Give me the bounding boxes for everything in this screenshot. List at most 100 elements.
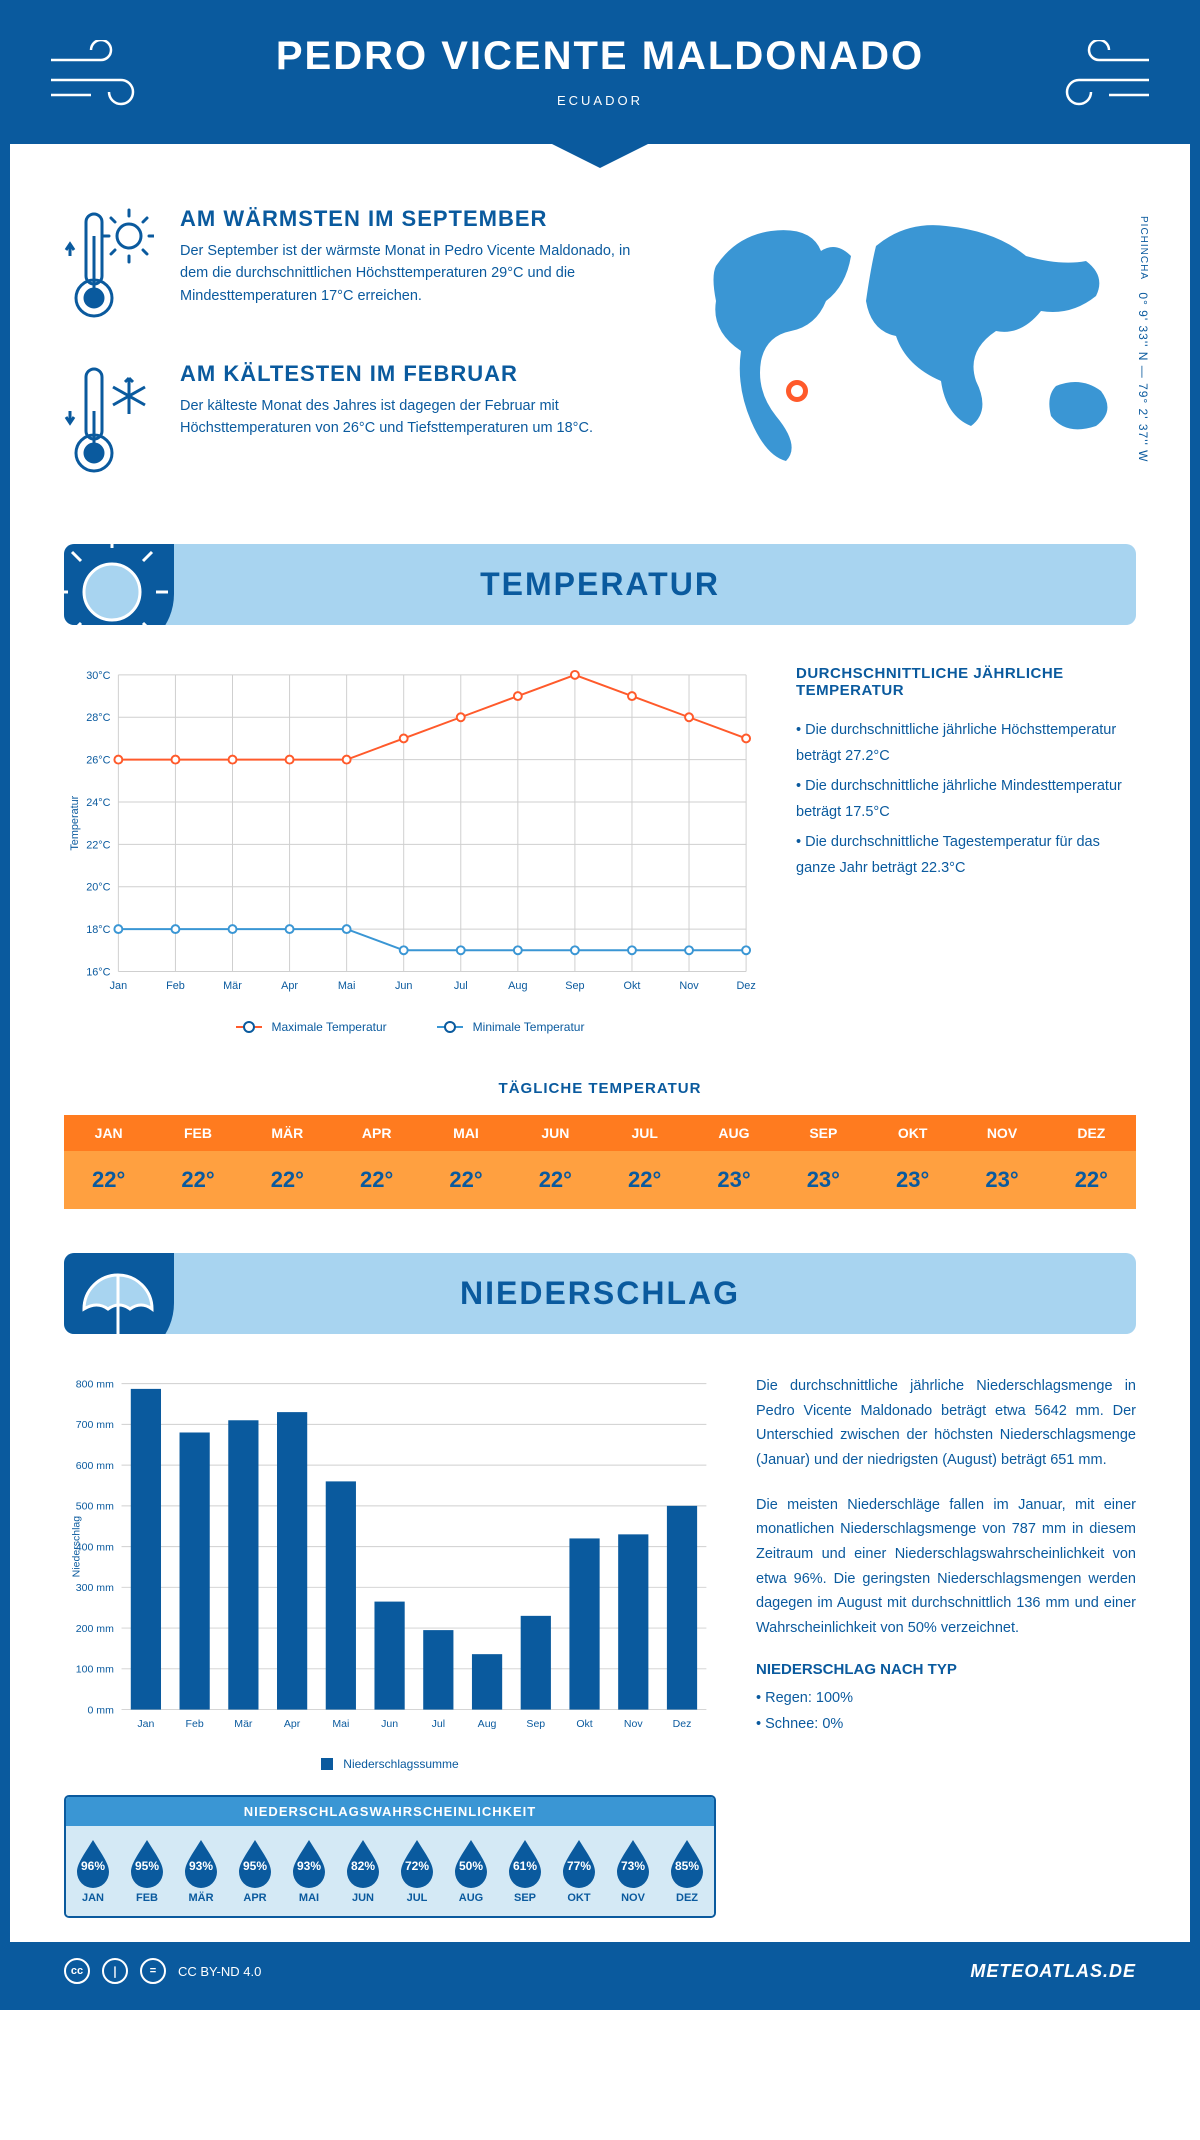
raindrop-icon: 61% [505,1838,545,1888]
daily-title: TÄGLICHE TEMPERATUR [10,1080,1190,1097]
coordinates: PICHINCHA 0° 9' 33'' N — 79° 2' 37'' W [1136,216,1150,462]
svg-text:800 mm: 800 mm [76,1379,114,1391]
daily-month: JUL [600,1115,689,1151]
svg-text:200 mm: 200 mm [76,1623,114,1635]
prob-cell: 95% FEB [120,1838,174,1904]
svg-text:26°C: 26°C [86,755,110,767]
warm-body: Der September ist der wärmste Monat in P… [180,240,636,307]
svg-text:Okt: Okt [624,980,641,992]
temp-bullet: • Die durchschnittliche jährliche Mindes… [796,773,1136,825]
prob-value: 50% [459,1859,483,1873]
temp-info: DURCHSCHNITTLICHE JÄHRLICHE TEMPERATUR •… [796,665,1136,1034]
svg-text:Mär: Mär [223,980,242,992]
daily-month: APR [332,1115,421,1151]
svg-text:18°C: 18°C [86,924,110,936]
prob-value: 73% [621,1859,645,1873]
svg-text:Mai: Mai [332,1718,349,1730]
location-title: PEDRO VICENTE MALDONADO [50,34,1150,79]
daily-month: SEP [779,1115,868,1151]
prob-value: 93% [189,1859,213,1873]
prob-cell: 96% JAN [66,1838,120,1904]
temp-chart: 16°C18°C20°C22°C24°C26°C28°C30°CJanFebMä… [64,665,756,1034]
svg-text:Temperatur: Temperatur [69,795,81,850]
svg-text:Okt: Okt [576,1718,592,1730]
prob-value: 77% [567,1859,591,1873]
license-text: CC BY-ND 4.0 [178,1964,261,1979]
site-name: METEOATLAS.DE [970,1961,1136,1982]
daily-value: 23° [957,1151,1046,1209]
precip-left: 0 mm100 mm200 mm300 mm400 mm500 mm600 mm… [64,1374,716,1918]
nd-icon: = [140,1958,166,1984]
svg-text:20°C: 20°C [86,882,110,894]
svg-text:Feb: Feb [166,980,185,992]
prob-month: DEZ [660,1892,714,1904]
type-bullet: • Schnee: 0% [756,1712,1136,1737]
svg-text:Jan: Jan [137,1718,154,1730]
svg-text:Dez: Dez [736,980,755,992]
warm-text: AM WÄRMSTEN IM SEPTEMBER Der September i… [180,206,636,331]
precip-legend: Niederschlagssumme [64,1757,716,1771]
daily-month: OKT [868,1115,957,1151]
thermometer-sun-icon [64,206,154,331]
country-subtitle: ECUADOR [50,93,1150,108]
raindrop-icon: 85% [667,1838,707,1888]
daily-value: 22° [153,1151,242,1209]
daily-value: 23° [779,1151,868,1209]
svg-text:300 mm: 300 mm [76,1582,114,1594]
svg-text:Dez: Dez [673,1718,692,1730]
raindrop-icon: 95% [235,1838,275,1888]
temp-info-title: DURCHSCHNITTLICHE JÄHRLICHE TEMPERATUR [796,665,1136,699]
precip-bar-chart: 0 mm100 mm200 mm300 mm400 mm500 mm600 mm… [64,1374,716,1738]
precip-title: NIEDERSCHLAG [64,1275,1136,1312]
daily-value: 22° [421,1151,510,1209]
precip-section-header: NIEDERSCHLAG [64,1253,1136,1334]
prob-cell: 77% OKT [552,1838,606,1904]
prob-value: 95% [243,1859,267,1873]
temp-title: TEMPERATUR [64,566,1136,603]
cold-title: AM KÄLTESTEN IM FEBRUAR [180,361,636,387]
prob-month: SEP [498,1892,552,1904]
svg-text:100 mm: 100 mm [76,1664,114,1676]
footer-bar: cc ❘ = CC BY-ND 4.0 METEOATLAS.DE [10,1942,1190,2000]
temp-bullet: • Die durchschnittliche Tagestemperatur … [796,829,1136,881]
prob-value: 95% [135,1859,159,1873]
prob-title: NIEDERSCHLAGSWAHRSCHEINLICHKEIT [66,1797,714,1826]
daily-value: 23° [689,1151,778,1209]
legend-min: Minimale Temperatur [437,1020,585,1034]
daily-value: 22° [600,1151,689,1209]
raindrop-icon: 50% [451,1838,491,1888]
daily-value: 22° [243,1151,332,1209]
prob-month: OKT [552,1892,606,1904]
probability-box: NIEDERSCHLAGSWAHRSCHEINLICHKEIT 96% JAN … [64,1795,716,1918]
prob-month: AUG [444,1892,498,1904]
warm-block: AM WÄRMSTEN IM SEPTEMBER Der September i… [64,206,636,331]
temp-bullet: • Die durchschnittliche jährliche Höchst… [796,717,1136,769]
raindrop-icon: 72% [397,1838,437,1888]
precip-p2: Die meisten Niederschläge fallen im Janu… [756,1493,1136,1641]
svg-text:Jun: Jun [395,980,413,992]
precip-info: Die durchschnittliche jährliche Niedersc… [756,1374,1136,1918]
daily-month: JUN [511,1115,600,1151]
cc-icon: cc [64,1958,90,1984]
daily-value: 22° [1047,1151,1136,1209]
precip-type-title: NIEDERSCHLAG NACH TYP [756,1661,1136,1678]
prob-month: FEB [120,1892,174,1904]
precip-row: 0 mm100 mm200 mm300 mm400 mm500 mm600 mm… [10,1334,1190,1942]
svg-text:Niederschlag: Niederschlag [70,1516,82,1578]
infographic-wrap: PEDRO VICENTE MALDONADO ECUADOR AM WÄRMS… [0,0,1200,2010]
svg-text:Jul: Jul [432,1718,445,1730]
temp-section-header: TEMPERATUR [64,544,1136,625]
type-bullet: • Regen: 100% [756,1686,1136,1711]
prob-value: 93% [297,1859,321,1873]
svg-text:Mär: Mär [234,1718,253,1730]
daily-month: DEZ [1047,1115,1136,1151]
daily-month: JAN [64,1115,153,1151]
raindrop-icon: 77% [559,1838,599,1888]
umbrella-corner-icon [64,1253,174,1334]
world-map-box: PICHINCHA 0° 9' 33'' N — 79° 2' 37'' W [676,206,1136,516]
prob-value: 96% [81,1859,105,1873]
svg-text:0 mm: 0 mm [88,1705,115,1717]
svg-text:Aug: Aug [478,1718,497,1730]
svg-text:600 mm: 600 mm [76,1460,114,1472]
cold-block: AM KÄLTESTEN IM FEBRUAR Der kälteste Mon… [64,361,636,486]
